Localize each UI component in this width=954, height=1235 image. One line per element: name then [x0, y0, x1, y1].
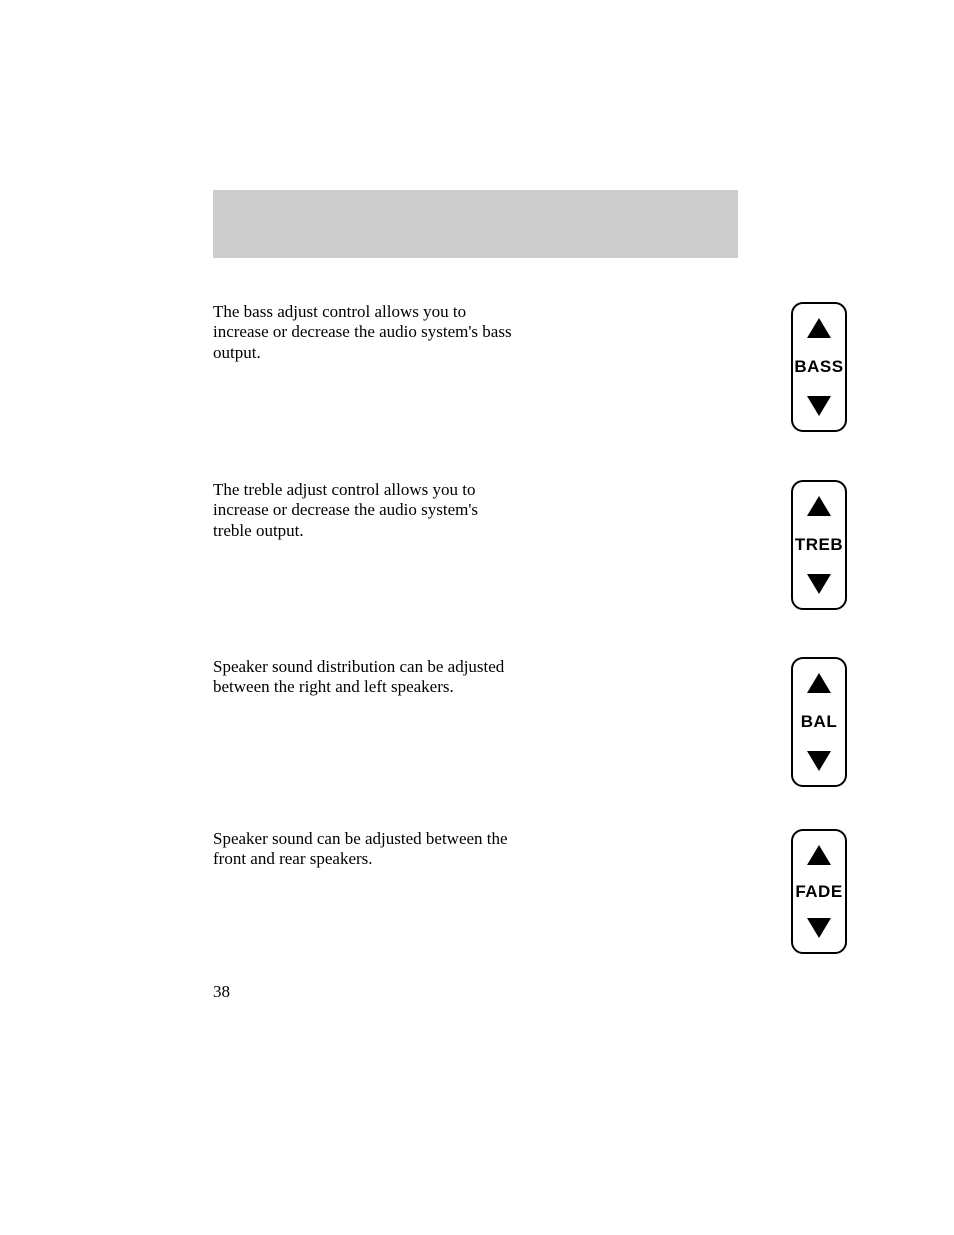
page-number: 38	[213, 982, 230, 1002]
treble-control[interactable]: TREB	[791, 480, 847, 610]
bass-down-icon[interactable]	[807, 396, 831, 416]
fade-label: FADE	[795, 882, 842, 902]
fade-up-icon[interactable]	[807, 845, 831, 865]
header-bar	[213, 190, 738, 258]
bass-control[interactable]: BASS	[791, 302, 847, 432]
section-bass: The bass adjust control allows you to in…	[213, 302, 738, 363]
section-treble: The treble adjust control allows you to …	[213, 480, 738, 541]
bass-label: BASS	[794, 357, 843, 377]
treble-up-icon[interactable]	[807, 496, 831, 516]
balance-control[interactable]: BAL	[791, 657, 847, 787]
fade-control[interactable]: FADE	[791, 829, 847, 954]
balance-label: BAL	[801, 712, 837, 732]
bass-description: The bass adjust control allows you to in…	[213, 302, 518, 363]
fade-down-icon[interactable]	[807, 918, 831, 938]
bass-up-icon[interactable]	[807, 318, 831, 338]
treble-description: The treble adjust control allows you to …	[213, 480, 518, 541]
balance-down-icon[interactable]	[807, 751, 831, 771]
section-balance: Speaker sound distribution can be adjust…	[213, 657, 738, 698]
treble-down-icon[interactable]	[807, 574, 831, 594]
treble-label: TREB	[795, 535, 843, 555]
fade-description: Speaker sound can be adjusted between th…	[213, 829, 518, 870]
section-fade: Speaker sound can be adjusted between th…	[213, 829, 738, 870]
balance-description: Speaker sound distribution can be adjust…	[213, 657, 518, 698]
balance-up-icon[interactable]	[807, 673, 831, 693]
